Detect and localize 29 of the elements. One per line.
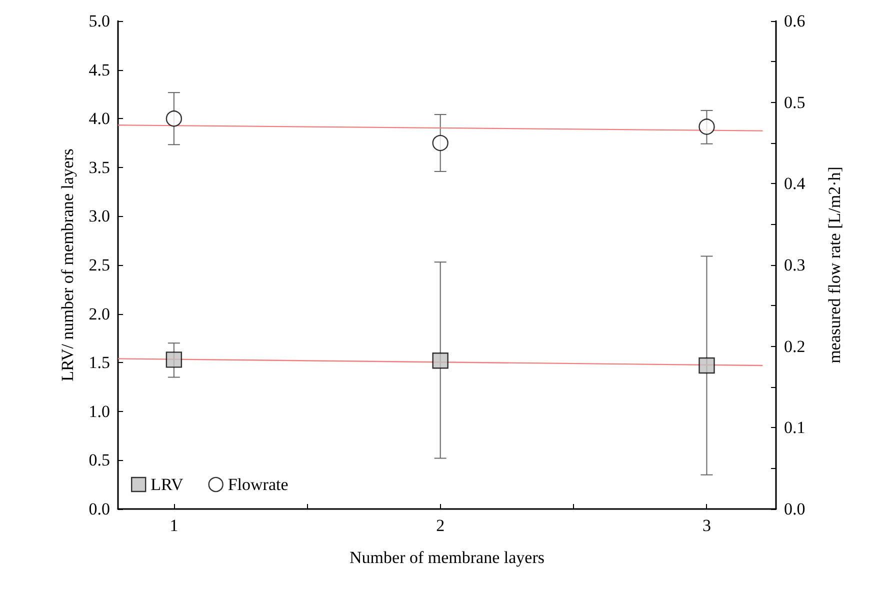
y2-tick-label: 0.1 bbox=[784, 418, 806, 438]
y-tick-label: 3.0 bbox=[88, 206, 110, 226]
y-tick-label: 2.0 bbox=[88, 304, 110, 324]
y2-tick-label: 0.2 bbox=[784, 336, 806, 356]
y-tick-label: 2.5 bbox=[88, 256, 110, 274]
point bbox=[432, 134, 448, 152]
y-tick-label: 1.5 bbox=[88, 353, 110, 372]
point bbox=[698, 118, 715, 135]
x-tick-label: 3 bbox=[702, 516, 711, 535]
y2-axis-title: measured flow rate [L/m2·h] bbox=[825, 166, 844, 364]
y-tick-label: 0.0 bbox=[88, 500, 110, 518]
y-tick-label: 5.0 bbox=[88, 12, 110, 30]
legend-label: Flowrate bbox=[228, 475, 288, 494]
y-axis-title: LRV/ number of membrane layers bbox=[58, 148, 77, 382]
y2-tick-label: 0.6 bbox=[784, 12, 806, 30]
y2-tick-label: 0.4 bbox=[784, 174, 806, 194]
y2-tick-label: 0.5 bbox=[784, 92, 806, 112]
x-tick-label: 2 bbox=[436, 516, 445, 535]
x-axis-title: Number of membrane layers bbox=[350, 548, 544, 567]
y-tick-label: 3.5 bbox=[88, 158, 110, 177]
y-tick-label: 0.5 bbox=[88, 450, 110, 470]
legend-label: LRV bbox=[150, 475, 184, 494]
y-tick-label: 4.0 bbox=[88, 109, 110, 128]
y-tick-label: 4.5 bbox=[88, 60, 110, 80]
x-tick-label: 1 bbox=[170, 516, 178, 535]
y2-tick-label: 0.0 bbox=[784, 500, 806, 518]
y2-tick-label: 0.3 bbox=[784, 256, 806, 274]
y-tick-label: 1.0 bbox=[88, 402, 110, 421]
point bbox=[166, 110, 182, 127]
